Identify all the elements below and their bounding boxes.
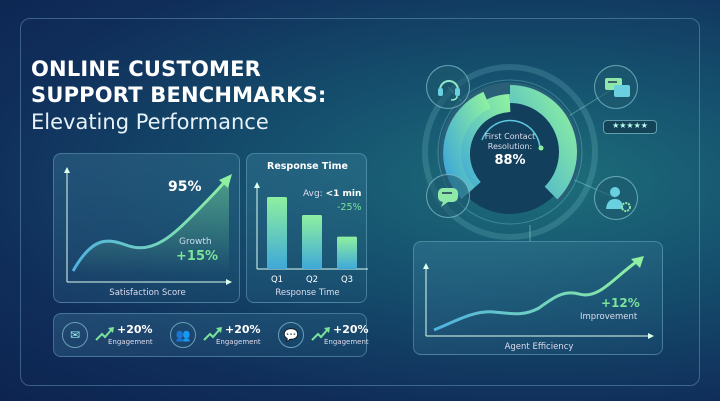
efficiency-caption: Agent Efficiency xyxy=(504,342,574,352)
engagement-item: 💬 +20% Engagement xyxy=(278,322,378,352)
satisfaction-value: 95% xyxy=(168,179,202,195)
headset-icon xyxy=(426,65,470,109)
chat-icon xyxy=(426,174,470,218)
chat-bubbles-icon xyxy=(594,65,638,109)
page-subtitle: Elevating Performance xyxy=(31,110,269,134)
satisfaction-panel: 95% Growth +15% Satisfaction Score xyxy=(53,153,240,303)
efficiency-value: +12% xyxy=(601,296,640,310)
bar-label: Q1 xyxy=(271,275,283,285)
engagement-label: Engagement xyxy=(216,338,261,346)
satisfaction-chart xyxy=(64,167,232,285)
engagement-value: +20% xyxy=(225,323,261,336)
engagement-label: Engagement xyxy=(324,338,369,346)
page-title: ONLINE CUSTOMER SUPPORT BENCHMARKS: xyxy=(31,57,327,107)
bar-Q2 xyxy=(302,215,322,269)
engagement-item: ✉ +20% Engagement xyxy=(62,322,162,352)
bar-label: Q3 xyxy=(341,275,353,285)
response-caption: Response Time xyxy=(275,288,340,298)
bar-label: Q2 xyxy=(306,275,318,285)
gauge-value: 88% xyxy=(494,153,526,168)
efficiency-chart xyxy=(423,256,654,339)
response-change: -25% xyxy=(337,202,362,213)
mail-icon: ✉ xyxy=(62,322,88,348)
infographic-frame xyxy=(20,18,700,386)
satisfaction-line xyxy=(71,178,229,272)
bar-Q3 xyxy=(337,236,357,269)
efficiency-panel: +12% Improvement Agent Efficiency xyxy=(413,241,663,355)
chat-icon: 💬 xyxy=(278,322,304,348)
response-bar-chart: Q1 Q2 Q3 xyxy=(254,182,368,285)
agent-settings-icon xyxy=(594,176,638,220)
bar-Q1 xyxy=(267,197,287,269)
satisfaction-caption: Satisfaction Score xyxy=(109,288,186,298)
five-star-rating: ★★★★★ xyxy=(603,120,657,134)
gauge-label: First Contact Resolution: xyxy=(484,132,536,151)
trend-up-icon xyxy=(311,327,330,341)
engagement-panel: ✉ +20% Engagement 👥 +20% Engagement 💬 +20%… xyxy=(53,313,369,357)
growth-value: +15% xyxy=(176,249,219,264)
engagement-label: Engagement xyxy=(108,338,153,346)
engagement-value: +20% xyxy=(117,323,153,336)
trend-up-icon xyxy=(95,327,114,341)
trend-up-icon xyxy=(203,327,222,341)
engagement-value: +20% xyxy=(333,323,369,336)
engagement-item: 👥 +20% Engagement xyxy=(170,322,270,352)
avg-response: Avg: <1 min xyxy=(303,189,362,199)
efficiency-label: Improvement xyxy=(580,312,638,322)
response-panel: Response Time Avg: <1 min -25% Q1 Q2 Q3 Re… xyxy=(246,153,368,303)
response-title: Response Time xyxy=(267,161,348,172)
growth-label: Growth xyxy=(179,237,212,247)
users-chat-icon: 👥 xyxy=(170,322,196,348)
